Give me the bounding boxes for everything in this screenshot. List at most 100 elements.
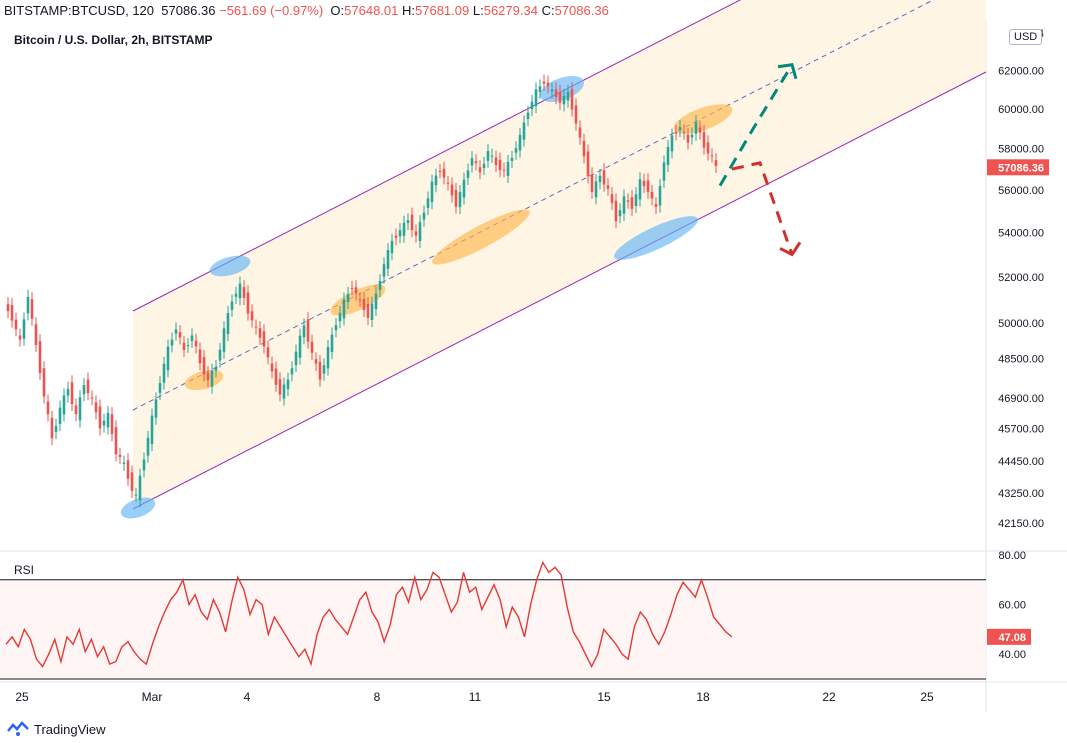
candle-body-44	[182, 342, 186, 350]
candle-body-143	[578, 127, 582, 138]
rsi-label: RSI	[14, 563, 35, 577]
candle-body-140	[566, 91, 570, 101]
last-price-badge	[987, 159, 1049, 176]
candle-body-117	[474, 161, 478, 164]
candle-body-119	[482, 163, 486, 169]
tradingview-branding[interactable]: TradingView	[6, 721, 106, 737]
projection-up-arrowhead	[777, 63, 798, 80]
candle-body-88	[358, 299, 362, 301]
candle-body-141	[570, 89, 574, 110]
open-label: O:	[330, 3, 345, 18]
time-tick-label-1: Mar	[142, 690, 163, 704]
candle-body-6	[30, 299, 34, 319]
candle-body-39	[162, 363, 166, 383]
close-label: C:	[541, 3, 555, 18]
candle-body-97	[394, 235, 398, 239]
candle-body-129	[522, 122, 526, 140]
candle-body-80	[326, 346, 330, 369]
candle-body-23	[98, 406, 102, 429]
rsi-line	[5, 560, 733, 669]
candle-body-171	[690, 134, 694, 138]
candle-body-103	[418, 222, 422, 242]
low-value: 56279.34	[483, 3, 538, 18]
candle-body-127	[514, 148, 518, 153]
candle-body-156	[630, 197, 634, 209]
candle-body-177	[714, 160, 718, 166]
close-value: 57086.36	[554, 3, 609, 18]
candle-body-134	[542, 81, 546, 84]
high-value: 57681.09	[415, 3, 470, 18]
candle-body-82	[334, 325, 338, 331]
symbol-title: BITSTAMP:BTCUSD, 120	[4, 3, 155, 18]
candle-body-96	[390, 240, 394, 254]
high-label: H:	[402, 3, 416, 18]
candle-body-70	[286, 379, 290, 390]
time-tick-label-3: 8	[374, 690, 381, 704]
price-tick-label-5: 54000.00	[998, 228, 1044, 240]
candle-body-100	[406, 220, 410, 223]
candle-body-169	[682, 131, 686, 133]
candle-body-40	[166, 346, 170, 371]
candle-body-49	[202, 357, 206, 375]
candle-body-22	[94, 402, 98, 413]
candle-body-170	[686, 134, 690, 143]
candle-body-11	[50, 417, 54, 439]
candle-body-131	[530, 101, 534, 110]
time-tick-label-6: 18	[696, 690, 710, 704]
currency-button[interactable]: USD	[1009, 29, 1043, 45]
candle-body-78	[318, 362, 322, 380]
candle-body-126	[510, 157, 514, 162]
candle-body-51	[210, 370, 214, 387]
candle-body-84	[342, 299, 346, 319]
candle-body-55	[226, 312, 230, 335]
candle-body-92	[374, 293, 378, 310]
candle-body-91	[370, 303, 374, 321]
candle-body-14	[62, 395, 66, 415]
candle-body-73	[298, 335, 302, 358]
price-tick-label-10: 45700.00	[998, 423, 1044, 435]
candle-body-26	[110, 414, 114, 435]
candle-body-101	[410, 214, 414, 231]
candle-body-7	[34, 324, 38, 345]
candle-body-98	[398, 230, 402, 237]
candle-body-152	[614, 200, 618, 222]
candle-body-35	[146, 437, 150, 456]
rsi-tick-label-1: 60.00	[998, 600, 1026, 612]
candle-body-34	[142, 459, 146, 471]
candle-body-53	[218, 349, 222, 361]
chart-subtitle: Bitcoin / U.S. Dollar, 2h, BITSTAMP	[14, 33, 213, 47]
highlight-orange-7	[673, 104, 733, 134]
projection-down-arrowhead	[779, 241, 802, 257]
candle-body-115	[466, 170, 470, 178]
candle-body-112	[454, 189, 458, 207]
projection-up-arrow	[718, 63, 794, 187]
time-tick-label-7: 22	[822, 690, 836, 704]
candle-body-118	[478, 167, 482, 173]
candle-body-83	[338, 312, 342, 322]
candle-body-151	[610, 194, 614, 203]
candle-body-1	[10, 305, 14, 321]
candle-body-20	[86, 379, 90, 394]
candle-body-157	[634, 194, 638, 206]
candle-body-94	[382, 264, 386, 277]
price-change: −561.69 (−0.97%)	[219, 3, 324, 18]
candle-body-95	[386, 250, 390, 269]
time-tick-label-0: 25	[15, 690, 29, 704]
channel-mid-line	[132, 0, 935, 411]
rsi-last-badge-label: 47.08	[998, 632, 1026, 644]
candle-body-107	[434, 175, 438, 186]
candle-body-176	[710, 155, 714, 157]
candle-body-145	[586, 151, 590, 177]
candle-body-10	[46, 401, 50, 415]
rsi-band-fill	[0, 579, 986, 679]
rsi-tick-label-0: 80.00	[998, 550, 1026, 562]
candle-body-58	[238, 283, 242, 299]
candle-body-8	[38, 341, 42, 373]
candle-body-153	[618, 210, 622, 217]
price-tick-label-11: 44450.00	[998, 456, 1044, 468]
candle-body-52	[214, 366, 218, 371]
candle-body-158	[638, 179, 642, 200]
candle-body-99	[402, 222, 406, 236]
